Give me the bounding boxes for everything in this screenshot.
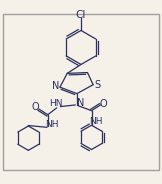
Text: Cl: Cl xyxy=(76,10,86,20)
Text: NH: NH xyxy=(89,117,103,126)
Text: N: N xyxy=(77,98,84,108)
Text: O: O xyxy=(32,102,40,112)
Text: O: O xyxy=(100,99,108,109)
Text: HN: HN xyxy=(49,99,63,108)
Text: S: S xyxy=(94,80,100,90)
Text: NH: NH xyxy=(46,120,59,129)
Text: N: N xyxy=(52,81,60,91)
